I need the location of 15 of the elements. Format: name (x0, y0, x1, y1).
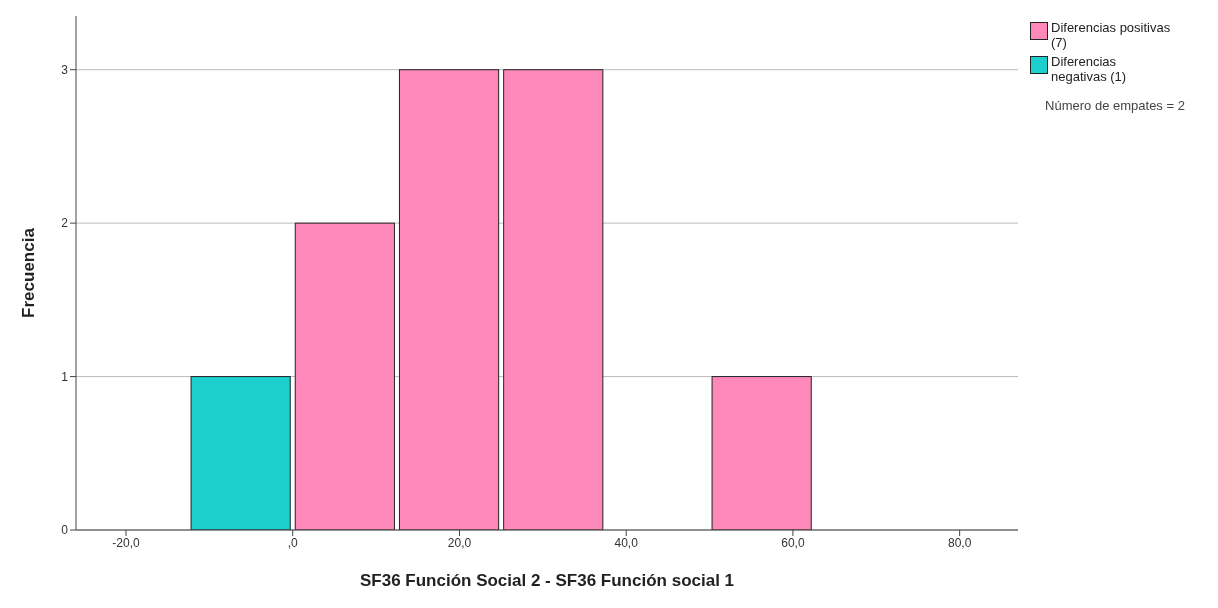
x-tick-label: 80,0 (947, 535, 972, 550)
x-tick-label: -20,0 (112, 535, 141, 550)
legend-label: Diferencias negativas (1) (1051, 54, 1128, 84)
x-tick-label: 20,0 (447, 535, 472, 550)
y-tick-label: 2 (61, 216, 69, 231)
y-axis-title: Frecuencia (19, 227, 39, 318)
legend-label: Diferencias positivas (7) (1051, 20, 1171, 50)
y-tick-label: 3 (61, 62, 69, 77)
x-tick-label: 60,0 (781, 535, 805, 550)
text: Número de empates = 2 (1044, 98, 1186, 113)
x-axis-title: SF36 Función Social 2 - SF36 Función social 1 (359, 571, 735, 590)
x-tick-label: 40,0 (614, 535, 639, 550)
x-tick-label: ,0 (287, 535, 299, 550)
y-tick-label: 0 (61, 523, 69, 538)
y-tick-label: 1 (61, 369, 69, 384)
